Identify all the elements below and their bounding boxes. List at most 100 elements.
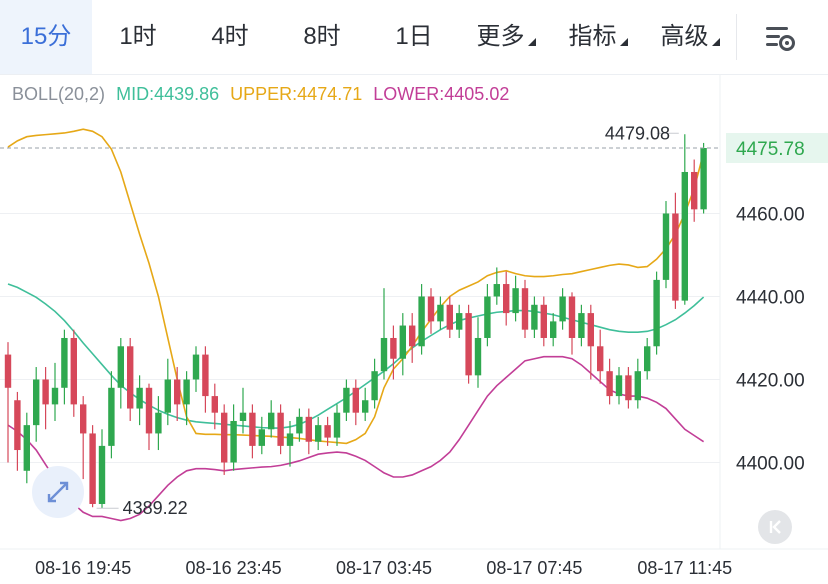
candle-body	[315, 425, 322, 442]
max-price-label: 4479.08	[605, 123, 670, 143]
boll-upper-line	[7, 128, 705, 445]
tab-more[interactable]: 更多	[460, 0, 552, 74]
candle-body	[258, 429, 265, 446]
candle-body	[333, 412, 341, 438]
candle-body	[286, 433, 294, 446]
candle-body	[108, 387, 115, 446]
candle-body	[145, 387, 153, 434]
candle-body	[625, 375, 632, 401]
candle-body	[606, 371, 613, 397]
candle-body	[249, 412, 256, 446]
tab-4h-label: 4时	[211, 23, 249, 50]
candle-body	[409, 325, 416, 347]
candle-body	[174, 379, 181, 405]
candle-body	[324, 425, 331, 438]
candle-body	[183, 379, 190, 405]
min-price-label: 4389.22	[123, 498, 188, 518]
candle-body	[33, 379, 40, 426]
tab-advanced[interactable]: 高级	[644, 0, 736, 74]
y-tick-label: 4440.00	[736, 287, 805, 308]
current-price-tag	[726, 133, 828, 163]
candle-body	[127, 346, 134, 409]
candle-body	[550, 321, 557, 338]
x-tick-label: 08-16 19:45	[35, 558, 131, 578]
expand-button[interactable]	[32, 466, 84, 518]
tab-1h-label: 1时	[119, 23, 157, 50]
candle-body	[296, 416, 303, 434]
tab-4h[interactable]: 4时	[184, 0, 276, 74]
candle-body	[587, 313, 594, 347]
candle-body	[136, 387, 143, 409]
candle-body	[662, 213, 670, 280]
candle-body	[681, 171, 688, 301]
candle-body	[239, 412, 247, 421]
candle-body	[305, 416, 312, 442]
candle-body	[597, 346, 604, 372]
candle-body	[70, 337, 77, 405]
tab-1d[interactable]: 1日	[368, 0, 460, 74]
current-price-label: 4475.78	[736, 139, 805, 160]
y-tick-label: 4420.00	[736, 370, 805, 391]
candle-body	[644, 346, 651, 372]
candle-body	[418, 296, 425, 347]
candle-body	[23, 425, 30, 471]
tab-indicators-label: 指标	[568, 23, 617, 50]
candle-body	[446, 304, 453, 330]
candle-body	[437, 304, 444, 322]
tab-1h[interactable]: 1时	[92, 0, 184, 74]
candlestick-chart[interactable]: 4460.00 4440.00 4420.00 4400.00 08-16 19:45 0…	[0, 74, 828, 584]
candle-body	[230, 420, 237, 463]
candle-body	[221, 412, 228, 463]
tab-indicators[interactable]: 指标	[552, 0, 644, 74]
x-tick-label: 08-16 23:45	[186, 558, 282, 578]
tab-1d-label: 1日	[395, 23, 433, 50]
tab-15m[interactable]: 15分	[0, 0, 92, 74]
candle-body	[362, 400, 369, 413]
chart-settings-icon[interactable]	[760, 18, 800, 58]
y-tick-label: 4400.00	[736, 453, 805, 474]
candle-body	[117, 346, 124, 388]
caret-indicators-icon	[619, 38, 628, 46]
candle-body	[371, 371, 378, 401]
candle-body	[343, 387, 350, 413]
candle-body	[615, 375, 623, 397]
candle-body	[268, 412, 275, 430]
boll-upper-value: UPPER:4474.71	[230, 84, 363, 104]
candle-body	[456, 313, 463, 330]
tab-8h[interactable]: 8时	[276, 0, 368, 74]
candle-body	[531, 304, 538, 330]
candle-body	[653, 279, 660, 347]
expand-arrows-icon	[47, 481, 69, 503]
candle-body	[42, 379, 49, 405]
timeframe-toolbar: 15分 1时 4时 8时 1日 更多 指标 高级	[0, 0, 828, 75]
candle-body	[568, 296, 576, 338]
boll-legend: BOLL(20,2) MID:4439.86 UPPER:4474.71 LOW…	[12, 84, 515, 105]
candle-body	[390, 337, 397, 359]
candle-body	[89, 433, 96, 504]
candle-body	[634, 371, 641, 401]
candle-body	[540, 304, 547, 338]
candle-body	[192, 354, 200, 380]
candle-body	[155, 412, 162, 434]
y-tick-label: 4460.00	[736, 204, 805, 225]
tab-8h-label: 8时	[303, 23, 341, 50]
scroll-to-latest-button[interactable]	[758, 510, 792, 544]
candle-body	[277, 412, 284, 446]
candle-body	[559, 296, 566, 322]
caret-more-icon	[527, 38, 536, 46]
x-tick-label: 08-17 11:45	[637, 558, 732, 578]
candle-body	[691, 171, 698, 210]
candle-body	[474, 337, 482, 376]
candle-body	[380, 337, 388, 372]
candle-body	[503, 284, 510, 314]
candle-body	[521, 288, 529, 330]
candle-body	[700, 148, 707, 210]
candle-body	[484, 296, 491, 338]
tab-15m-label: 15分	[20, 23, 72, 50]
boll-lower-value: LOWER:4405.02	[373, 84, 510, 104]
candle-body	[672, 213, 679, 301]
boll-lower-line	[7, 355, 705, 522]
candle-body	[211, 396, 218, 413]
boll-name: BOLL(20,2)	[12, 84, 106, 104]
x-tick-label: 08-17 07:45	[486, 558, 582, 578]
